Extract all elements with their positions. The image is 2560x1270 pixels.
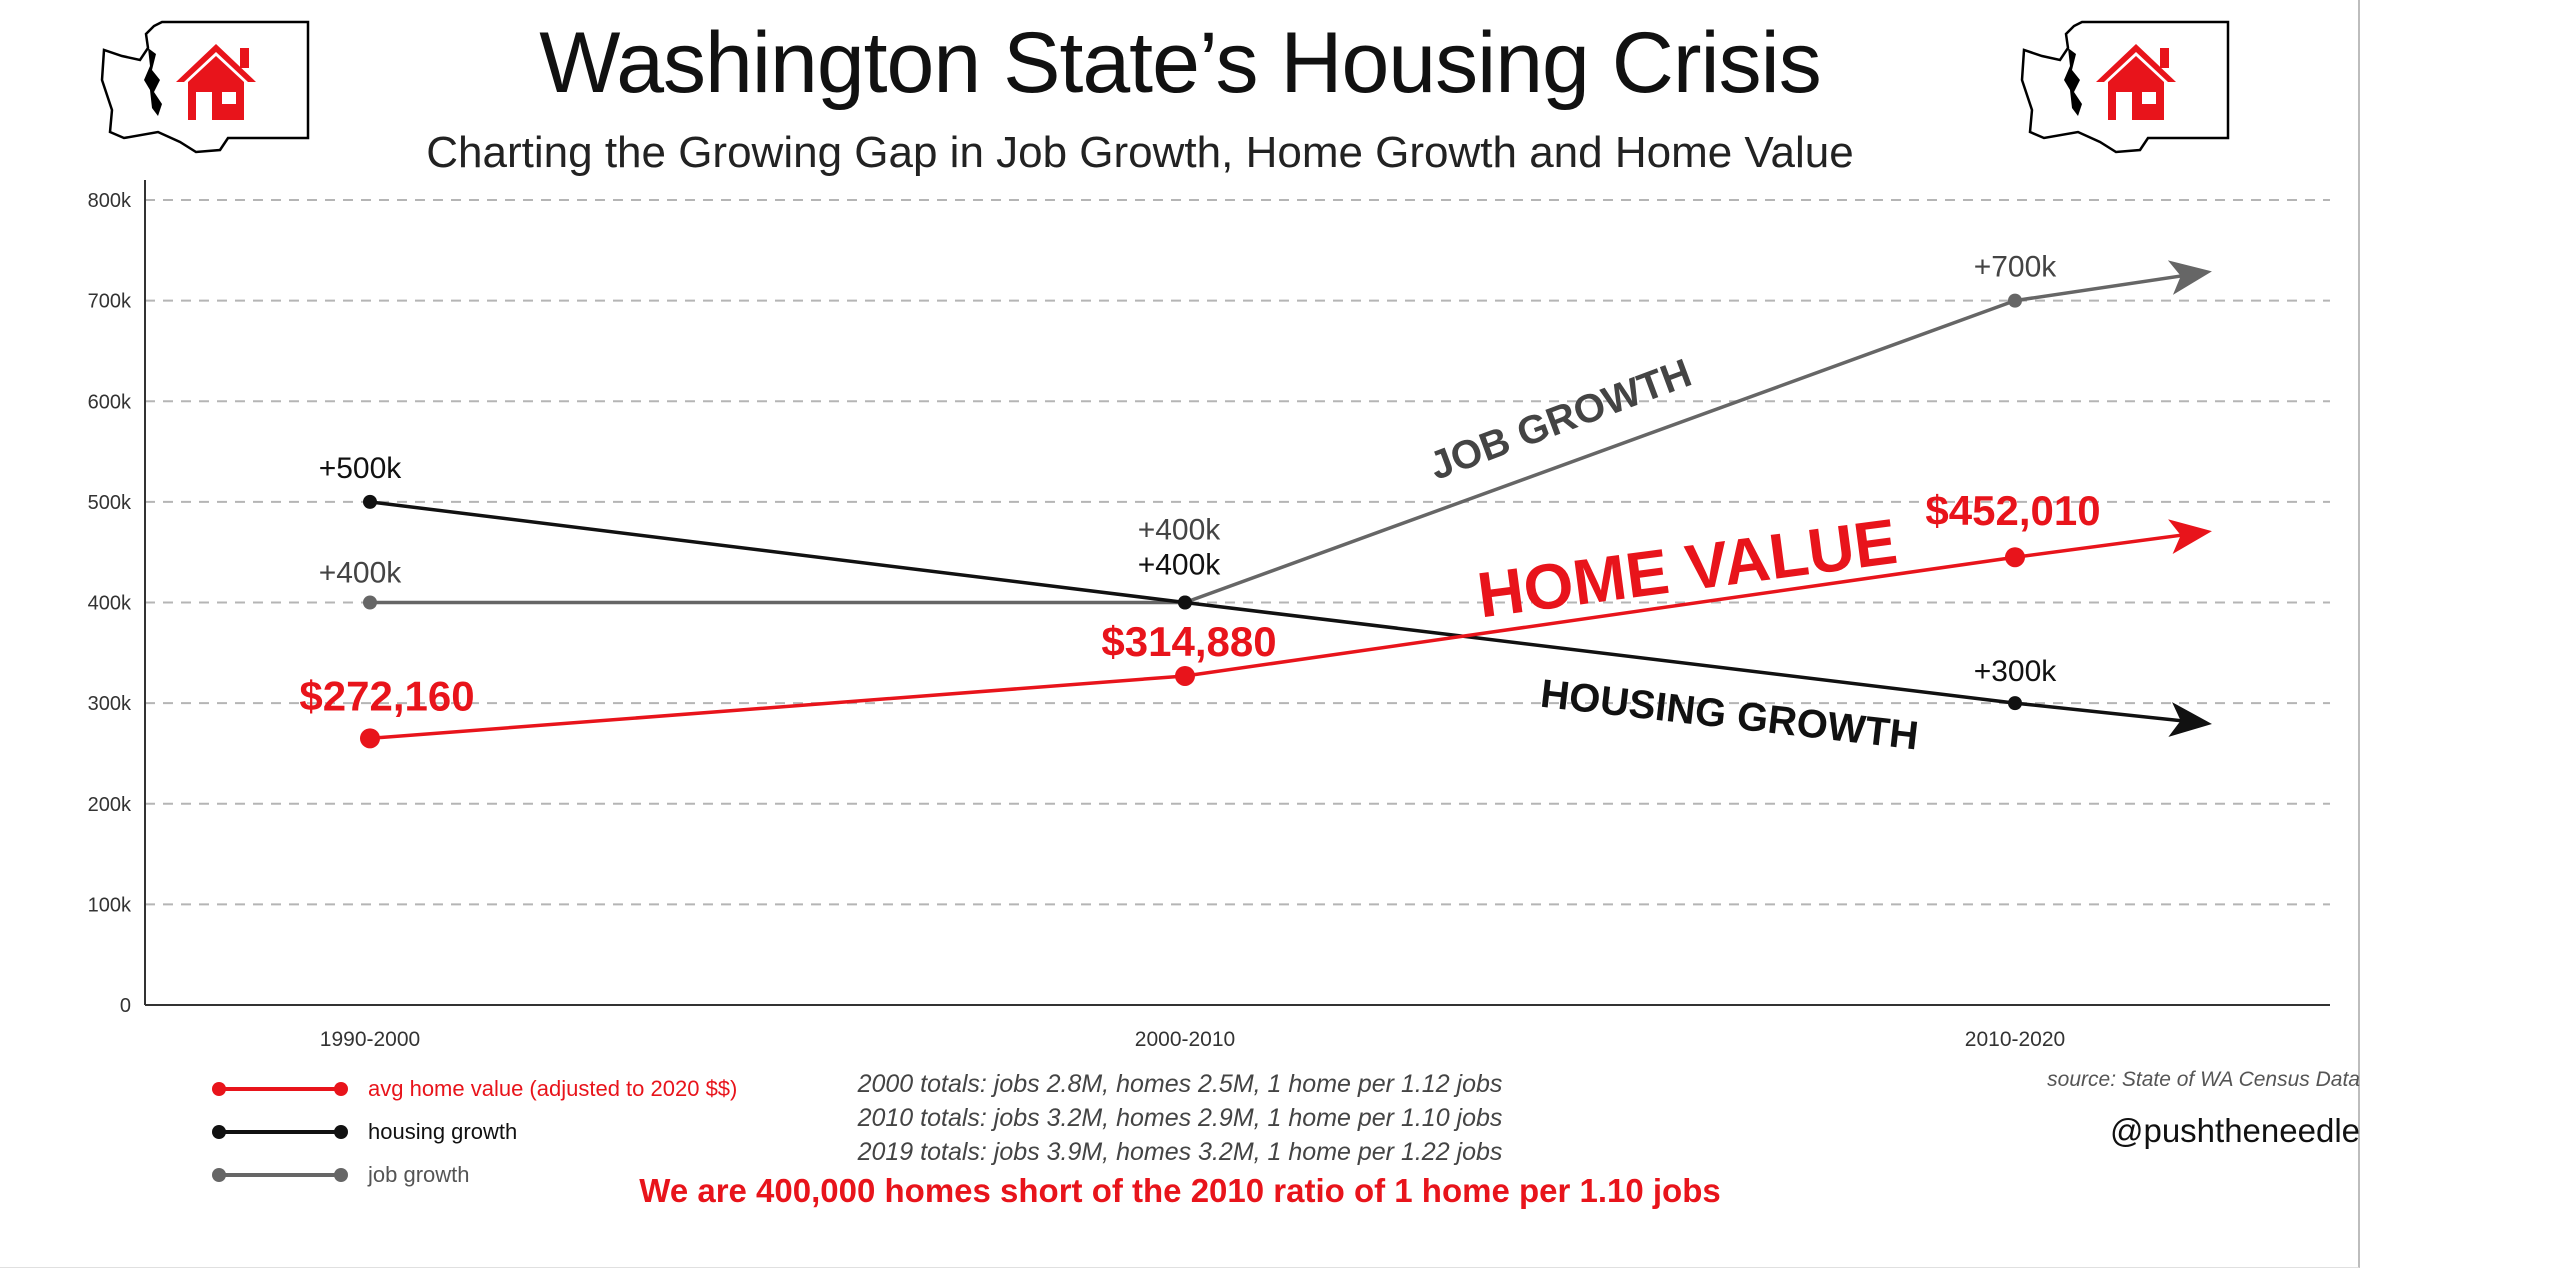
series-arrow-home [2014,519,2212,559]
chart-subtitle: Charting the Growing Gap in Job Growth, … [426,128,1854,177]
legend-swatch-job-growth [210,1160,350,1190]
y-tick-label: 500k [88,492,132,514]
data-label-housing: +300k [1974,655,2058,688]
y-tick-label: 700k [88,291,132,313]
data-point-jobs [2008,293,2022,308]
chart-title: Washington State’s Housing Crisis [539,15,1821,111]
data-point-home [1175,665,1195,686]
data-label-home-value: $314,880 [1101,618,1276,665]
author-handle: @pushtheneedle [2109,1112,2360,1149]
source-note: source: State of WA Census Data [2047,1068,2360,1091]
callout-text: We are 400,000 homes short of the 2010 r… [639,1172,1721,1209]
washington-state-house-icon [2020,20,2230,154]
y-tick-label: 300k [88,693,132,715]
y-tick-label: 800k [88,190,132,212]
legend-item-housing-growth: housing growth [210,1117,517,1147]
data-point-home [2005,547,2025,568]
data-point-housing [2008,696,2022,711]
data-label-home-value: $272,160 [299,672,474,719]
legend-label: housing growth [368,1119,518,1144]
data-label-home-value: $452,010 [1925,487,2100,534]
legend-label: avg home value (adjusted to 2020 $$) [368,1076,738,1101]
data-point-home [360,728,380,749]
y-tick-label: 600k [88,391,132,413]
data-point-housing [1178,595,1192,610]
series-arrow-jobs [2014,260,2212,303]
data-label-jobs: +400k [319,557,403,590]
totals-note-2000: 2000 totals: jobs 2.8M, homes 2.5M, 1 ho… [857,1070,1503,1098]
legend-item-job-growth: job growth [210,1160,470,1190]
legend-swatch-home-value [210,1074,350,1104]
data-label-housing: +400k [1138,549,1222,582]
data-label-jobs: +700k [1974,251,2058,284]
x-tick-label: 2010-2020 [1965,1028,2065,1051]
washington-state-house-icon [100,20,310,154]
series-name-job-growth: JOB GROWTH [1424,351,1698,489]
line-chart: 0 100k 200k 300k 400k 500k 600k 700k 800k 1990-20… [88,180,2330,1051]
washington-house-logo-right [2020,20,2240,165]
y-tick-label: 100k [88,894,132,916]
data-point-jobs [363,595,377,610]
legend-swatch-housing-growth [210,1117,350,1147]
legend-item-home-value: avg home value (adjusted to 2020 $$) [210,1074,737,1104]
data-label-housing: +500k [319,452,403,485]
y-tick-label: 400k [88,593,132,615]
x-tick-label: 1990-2000 [320,1028,420,1051]
data-point-housing [363,494,377,509]
y-tick-label: 0 [120,995,131,1017]
legend-label: job growth [368,1162,470,1187]
y-tick-label: 200k [88,794,132,816]
washington-house-logo-left [100,20,320,165]
totals-note-2010: 2010 totals: jobs 3.2M, homes 2.9M, 1 ho… [857,1104,1503,1132]
data-label-jobs: +400k [1138,514,1222,547]
series-arrow-housing [2014,701,2212,737]
infographic-frame [0,0,2360,1268]
x-tick-label: 2000-2010 [1135,1028,1235,1051]
totals-note-2019: 2019 totals: jobs 3.9M, homes 3.2M, 1 ho… [857,1138,1503,1166]
series-name-home-value: HOME VALUE [1473,505,1901,631]
